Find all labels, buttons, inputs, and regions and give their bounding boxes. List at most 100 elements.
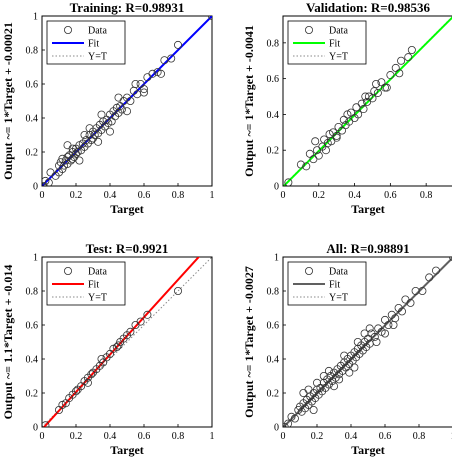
data-point	[80, 130, 89, 139]
legend: Data Fit Y=T	[46, 261, 126, 306]
y-tick-label: 1	[33, 253, 38, 264]
data-point	[68, 144, 77, 153]
data-point	[343, 110, 352, 119]
x-tick-label: 0	[40, 431, 45, 442]
data-point	[389, 320, 398, 329]
legend-label: Y=T	[88, 52, 107, 63]
y-tick-label: 0.4	[267, 355, 280, 366]
x-tick-label: 0.8	[420, 190, 433, 201]
legend-label: Data	[329, 26, 348, 37]
y-tick-label: 0.4	[26, 355, 39, 366]
x-tick-label: 0.6	[384, 190, 397, 201]
panel-title: Test: R=0.9921	[86, 241, 169, 256]
x-tick-label: 0.2	[70, 431, 83, 442]
data-point	[94, 137, 103, 146]
data-point	[97, 354, 106, 363]
data-point	[117, 105, 126, 114]
data-point	[386, 71, 395, 80]
y-axis-label: Output ~= 1.1*Target + -0.014	[1, 265, 15, 420]
data-point	[85, 124, 94, 133]
x-axis-label: Target	[351, 443, 385, 457]
legend-label: Fit	[88, 280, 99, 291]
x-tick-label: 1	[210, 431, 215, 442]
legend-label: Fit	[329, 280, 340, 291]
data-point	[72, 387, 81, 396]
data-point	[319, 371, 328, 380]
y-axis-label: Output ~= 1*Target + -0.0027	[242, 266, 256, 418]
data-point	[309, 405, 318, 414]
data-point	[380, 329, 389, 338]
data-point	[372, 80, 381, 89]
data-point	[106, 127, 115, 136]
legend-data-marker	[304, 266, 313, 275]
x-tick-label: 0	[40, 190, 45, 201]
y-tick-label: 0.6	[26, 80, 39, 91]
y-tick-label: 0.2	[267, 389, 280, 400]
y-tick-label: 0.6	[26, 321, 39, 332]
legend-label: Y=T	[329, 52, 348, 63]
data-point	[114, 341, 123, 350]
y-tick-label: 0.8	[267, 38, 280, 49]
data-point	[114, 93, 123, 102]
x-tick-label: 0.4	[104, 190, 117, 201]
data-point	[324, 366, 333, 375]
data-point	[123, 107, 132, 116]
y-tick-label: 0.2	[267, 146, 280, 157]
y-axis-label: Output ~= 1*Target + -0.0041	[242, 25, 256, 177]
y-tick-label: 0.8	[267, 287, 280, 298]
panel-training: 0 0.2 0.4 0.6 0.8 1 0 0.2 0.4 0.6 0.8 1 Training: R=…	[1, 0, 215, 216]
data-point	[418, 286, 427, 295]
data-point	[126, 97, 135, 106]
x-tick-label: 0	[281, 431, 286, 442]
legend-data-marker	[64, 266, 73, 275]
x-tick-label: 1	[451, 431, 452, 442]
x-tick-label: 0.8	[172, 431, 185, 442]
data-point	[156, 69, 165, 78]
panel-title: Training: R=0.98931	[70, 0, 185, 15]
data-point	[75, 156, 84, 165]
data-point	[425, 273, 434, 282]
fit-line	[42, 257, 201, 427]
x-tick-label: 1	[210, 190, 215, 201]
legend-label: Y=T	[329, 293, 348, 304]
data-point	[173, 286, 182, 295]
data-point	[354, 110, 363, 119]
data-point	[44, 178, 53, 186]
data-point	[302, 162, 311, 171]
panel-validation: 0 0.2 0.4 0.6 0.8 0 0.2 0.4 0.6 0.8 Validation: R=…	[242, 0, 452, 216]
legend-data-marker	[64, 25, 73, 34]
data-point	[340, 351, 349, 360]
y-tick-label: 0.8	[26, 46, 39, 57]
data-point	[411, 286, 420, 295]
data-point	[332, 131, 341, 140]
legend-label: Fit	[88, 39, 99, 50]
data-point	[406, 298, 415, 307]
x-tick-label: 0.2	[311, 431, 324, 442]
identity-line	[42, 257, 212, 427]
panel-title: All: R=0.98891	[326, 241, 409, 256]
y-tick-label: 0	[33, 423, 38, 434]
data-point	[42, 421, 50, 427]
data-point	[314, 151, 323, 160]
data-point	[397, 307, 406, 316]
data-point	[284, 419, 293, 427]
data-point	[173, 40, 182, 49]
data-point	[335, 375, 344, 384]
x-tick-label: 0.6	[138, 190, 151, 201]
y-tick-label: 0	[274, 182, 279, 193]
data-point	[126, 327, 135, 336]
data-point	[311, 137, 320, 146]
panel-title: Validation: R=0.98536	[306, 0, 430, 15]
data-point	[357, 99, 366, 108]
y-tick-label: 1	[274, 253, 279, 264]
legend-data-marker	[304, 25, 313, 34]
data-point	[208, 16, 212, 20]
y-tick-label: 0	[33, 182, 38, 193]
data-point	[361, 92, 370, 101]
x-tick-label: 0.4	[348, 190, 361, 201]
data-point	[365, 324, 374, 333]
data-point	[136, 317, 145, 326]
x-tick-label: 0.8	[413, 431, 426, 442]
y-tick-label: 0.2	[26, 389, 39, 400]
